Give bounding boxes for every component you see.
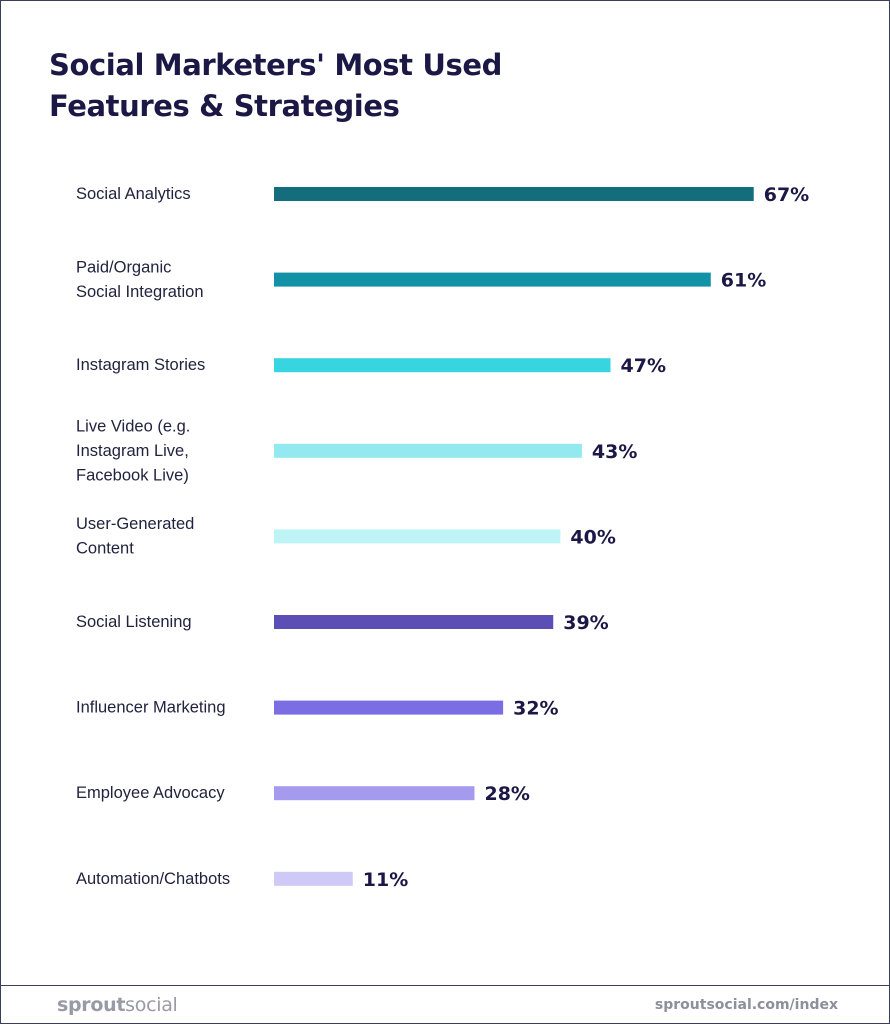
brand-logo: sproutsocial — [57, 994, 178, 1016]
value-label-5: 40% — [570, 526, 615, 548]
bar-3 — [274, 358, 611, 373]
category-label-9: Automation/Chatbots — [76, 870, 230, 888]
bar-4 — [274, 443, 582, 458]
bar-8 — [274, 786, 475, 801]
category-label-6: Social Listening — [76, 613, 192, 631]
chart-title-line-1: Social Marketers' Most Used — [49, 48, 502, 82]
category-label-2: Paid/Organic Social Integration — [76, 258, 204, 301]
value-label-4: 43% — [592, 441, 637, 463]
bar-5 — [274, 529, 561, 544]
value-label-2: 61% — [721, 270, 766, 292]
bar-6 — [274, 615, 554, 629]
chart-title-line-2: Features & Strategies — [49, 89, 400, 123]
value-label-3: 47% — [621, 355, 666, 377]
value-label-8: 28% — [484, 783, 529, 805]
value-label-1: 67% — [764, 184, 809, 206]
bar-7 — [274, 700, 504, 715]
value-label-9: 11% — [363, 869, 408, 891]
category-label-7: Influencer Marketing — [76, 699, 226, 717]
value-label-6: 39% — [563, 612, 608, 634]
bar-1 — [274, 187, 754, 201]
value-label-7: 32% — [513, 698, 558, 720]
source-url: sproutsocial.com/index — [654, 997, 838, 1013]
category-label-4: Live Video (e.g. Instagram Live, Facebook … — [76, 417, 190, 484]
bar-chart: 67% Social Analytics 61% Paid/Organic Social… — [76, 184, 809, 891]
category-label-1: Social Analytics — [76, 185, 191, 203]
category-label-5: User-Generated Content — [76, 515, 194, 558]
footer-divider — [1, 985, 889, 986]
category-label-3: Instagram Stories — [76, 356, 205, 374]
bar-9 — [274, 871, 353, 886]
bar-2 — [274, 272, 711, 287]
chart-title: Social Marketers' Most Used Features & S… — [49, 45, 609, 127]
category-label-8: Employee Advocacy — [76, 784, 225, 802]
